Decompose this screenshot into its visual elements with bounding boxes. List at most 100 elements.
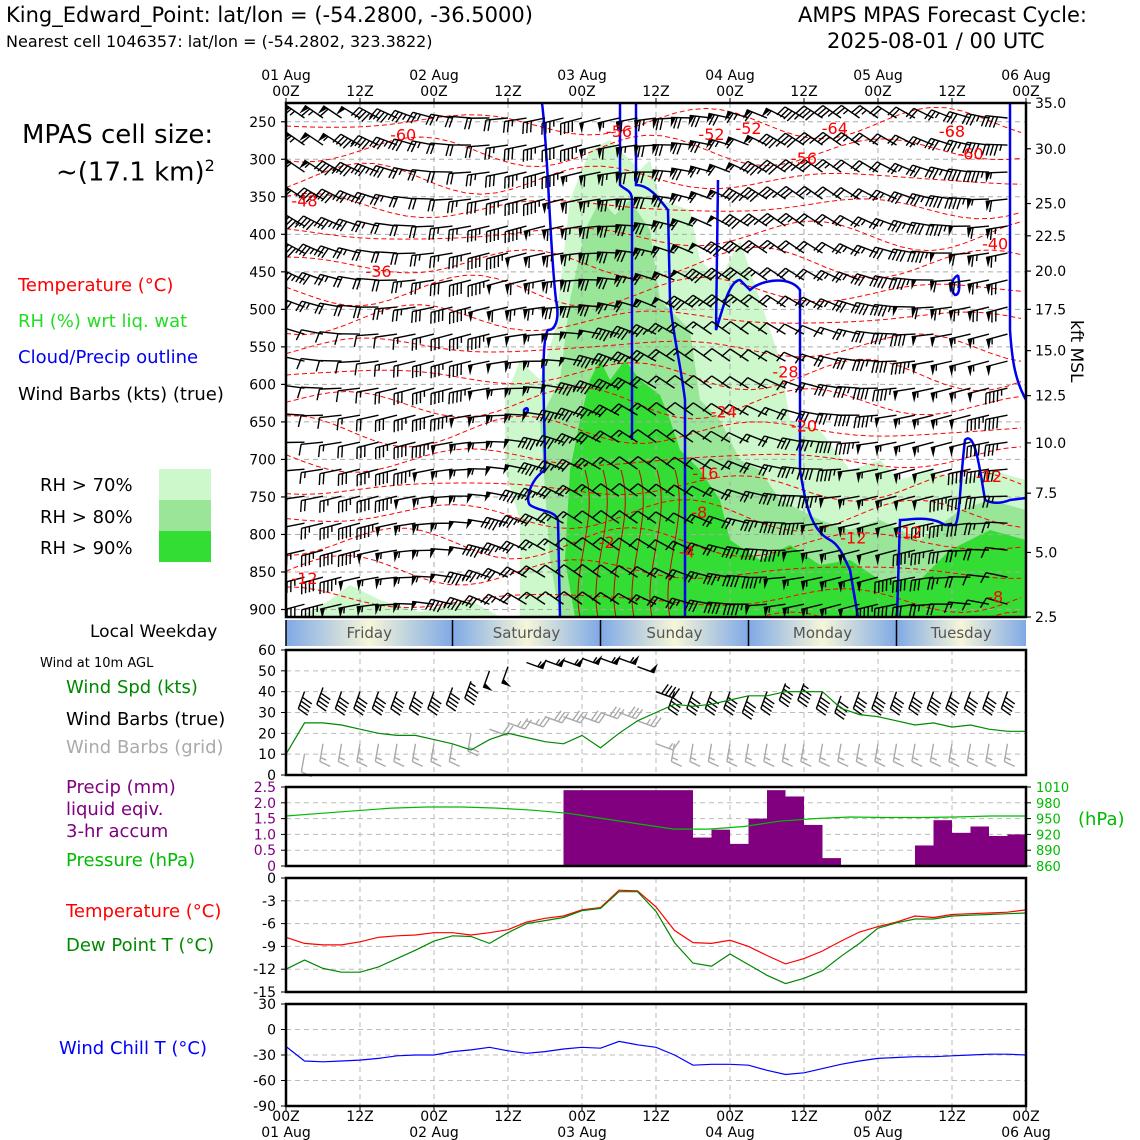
barb-shaft	[371, 691, 380, 709]
profile-wind-barb	[467, 468, 490, 479]
barb-shaft	[523, 411, 546, 416]
barb-full-feather	[460, 282, 463, 294]
barb-full-feather	[441, 309, 444, 321]
profile-wind-barb	[296, 386, 324, 399]
barb-full-feather	[768, 139, 778, 149]
profile-wind-barb	[428, 225, 453, 241]
profile-wind-barb	[650, 220, 675, 233]
barb-full-feather	[337, 474, 340, 486]
barb-full-feather	[977, 444, 980, 456]
profile-wind-barb	[448, 333, 472, 352]
barb-full-feather	[609, 403, 620, 413]
legend-pressure: Pressure (hPa)	[66, 850, 196, 871]
barb-half-feather	[796, 523, 799, 530]
barb-pennant	[948, 226, 954, 237]
profile-wind-barb	[559, 306, 583, 319]
barb-pennant	[393, 603, 399, 614]
profile-wind-barb	[503, 438, 527, 450]
barb-pennant	[819, 526, 825, 537]
barb-pennant	[930, 281, 936, 292]
barb-full-feather	[635, 327, 644, 338]
barb-shaft	[356, 603, 379, 608]
barb-shaft	[930, 468, 953, 476]
barb-full-feather	[341, 445, 344, 458]
barb-full-feather	[339, 137, 349, 147]
temperature-contour	[286, 162, 1022, 195]
barb-full-feather	[373, 704, 384, 712]
barb-full-feather	[304, 527, 307, 539]
barb-full-feather	[425, 142, 432, 154]
barb-full-feather	[665, 512, 675, 522]
barb-half-feather	[574, 659, 579, 665]
profile-wind-barb	[683, 485, 712, 497]
barb-full-feather	[646, 595, 655, 606]
barb-full-feather	[815, 441, 820, 454]
barb-full-feather	[930, 603, 935, 616]
profile-wind-barb	[763, 576, 786, 590]
profile-wind-barb	[870, 332, 897, 345]
weekday-cell	[600, 620, 749, 646]
barb-full-feather	[539, 410, 547, 422]
profile-wind-barb	[355, 414, 379, 432]
barb-full-feather	[522, 150, 525, 162]
barb-half-feather	[568, 437, 574, 444]
barb-full-feather	[850, 160, 860, 170]
barb-shaft	[781, 743, 787, 762]
barb-full-feather	[553, 174, 555, 187]
barb-full-feather	[798, 270, 808, 280]
profile-wind-barb	[286, 355, 305, 362]
barb-full-feather	[856, 388, 861, 400]
barb-full-feather	[801, 496, 806, 509]
barb-full-feather	[739, 433, 748, 444]
barb-full-feather	[702, 544, 710, 556]
profile-wind-barb	[893, 468, 916, 485]
barb-full-feather	[965, 472, 968, 484]
profile-wind-barb	[819, 603, 842, 617]
profile-wind-barb	[522, 198, 546, 217]
barb-full-feather	[976, 309, 979, 322]
barb-full-feather	[361, 140, 370, 150]
barb-full-feather	[316, 388, 321, 401]
barb-full-feather	[798, 161, 809, 170]
profile-wind-barb	[797, 495, 823, 509]
barb-full-feather	[360, 500, 362, 513]
barb-full-feather	[816, 299, 825, 310]
barb-pennant	[286, 187, 291, 196]
barb-full-feather	[394, 253, 399, 265]
barb-shaft	[319, 743, 324, 762]
barb-half-feather	[758, 577, 762, 584]
barb-full-feather	[909, 194, 917, 205]
barb-full-feather	[572, 457, 582, 467]
barb-full-feather	[872, 704, 883, 712]
barb-half-feather	[824, 525, 826, 533]
barb-full-feather	[599, 329, 607, 341]
barb-pennant	[949, 419, 955, 431]
barb-full-feather	[890, 136, 900, 146]
barb-half-feather	[575, 146, 577, 153]
barb-shaft	[730, 321, 749, 335]
barb-full-feather	[295, 215, 304, 225]
barb-full-feather	[745, 577, 750, 589]
barb-half-feather	[294, 579, 296, 586]
barb-shaft	[966, 743, 972, 762]
barb-full-feather	[889, 334, 894, 347]
barb-pennant	[505, 283, 510, 295]
barb-full-feather	[345, 553, 348, 566]
barb-full-feather	[798, 215, 809, 225]
barb-full-feather	[488, 175, 492, 187]
barb-shaft	[929, 743, 935, 762]
barb-half-feather	[312, 195, 319, 201]
barb-full-feather	[929, 224, 935, 236]
profile-wind-barb	[646, 322, 675, 335]
profile-wind-barb	[757, 378, 786, 389]
barb-pennant	[652, 118, 658, 130]
profile-wind-barb	[837, 468, 860, 483]
profile-wind-barb	[522, 360, 546, 372]
barb-pennant	[393, 577, 399, 588]
barb-pennant	[393, 551, 399, 563]
profile-wind-barb	[369, 165, 398, 179]
barb-half-feather	[497, 201, 499, 208]
barb-full-feather	[573, 564, 583, 573]
barb-full-feather	[602, 278, 608, 290]
profile-wind-barb	[962, 170, 990, 183]
